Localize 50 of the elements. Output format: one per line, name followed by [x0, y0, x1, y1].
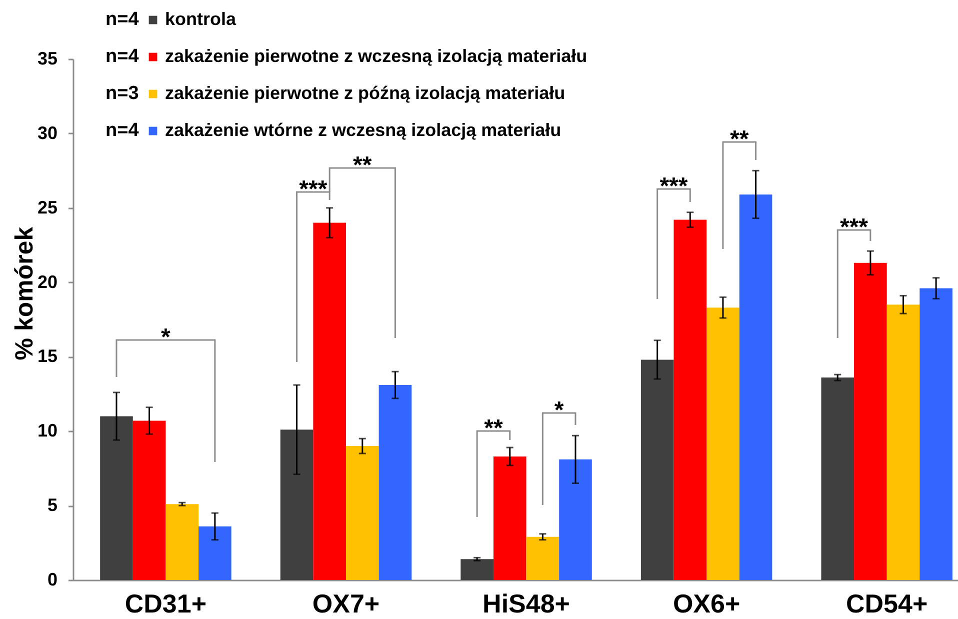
bar: [674, 220, 707, 580]
y-tick-label: 5: [47, 495, 58, 516]
x-tick-label: OX7+: [312, 588, 380, 618]
y-tick-label: 30: [37, 122, 58, 143]
bar: [706, 308, 740, 580]
annotation: *: [554, 397, 564, 424]
y-tick-label: 25: [37, 197, 58, 218]
bar: [920, 288, 952, 580]
annotation: *: [161, 324, 172, 351]
legend-label: zakażenie pierwotne z późną izolacją materiału: [165, 83, 566, 103]
bar: [198, 526, 232, 580]
annotation: ***: [840, 214, 869, 241]
x-tick-label: CD54+: [846, 588, 928, 618]
bar: [346, 446, 379, 580]
bar: [100, 416, 133, 580]
bar: [280, 430, 314, 580]
legend-label: kontrola: [165, 9, 237, 29]
text: n=4: [106, 9, 140, 30]
annotation: **: [484, 415, 504, 442]
y-axis-title: % komórek: [10, 226, 38, 360]
annotation: **: [730, 126, 750, 153]
y-tick-label: 0: [47, 570, 58, 590]
legend-label: zakażenie wtórne z wczesną izolacją materiału: [165, 120, 562, 140]
annotation: n=4: [106, 120, 140, 141]
annotation: **: [353, 152, 372, 179]
bar: [640, 360, 674, 580]
bar: [313, 222, 346, 580]
bar: [739, 194, 772, 580]
annotation: n=3: [106, 83, 139, 104]
annotation: n=4: [106, 46, 140, 67]
bar: [166, 504, 199, 580]
bar: [821, 378, 854, 580]
bar: [854, 262, 887, 580]
y-tick-label: 10: [37, 420, 58, 441]
bar: [378, 384, 412, 580]
bar: [559, 459, 592, 580]
legend-label: zakażenie pierwotne z wczesną izolacją materiału: [165, 46, 588, 66]
bar: [493, 456, 526, 580]
bar: [526, 536, 560, 580]
annotation: ***: [299, 176, 328, 203]
bar: [132, 420, 166, 580]
y-tick-label: 15: [37, 346, 58, 366]
bar: [460, 559, 494, 580]
y-tick-label: 20: [37, 272, 58, 292]
x-tick-label: CD31+: [124, 588, 207, 618]
y-tick-label: 35: [37, 48, 58, 68]
x-tick-label: OX6+: [672, 588, 740, 618]
bar: [886, 304, 920, 580]
x-tick-label: HiS48+: [482, 588, 570, 618]
annotation: ***: [660, 173, 688, 200]
